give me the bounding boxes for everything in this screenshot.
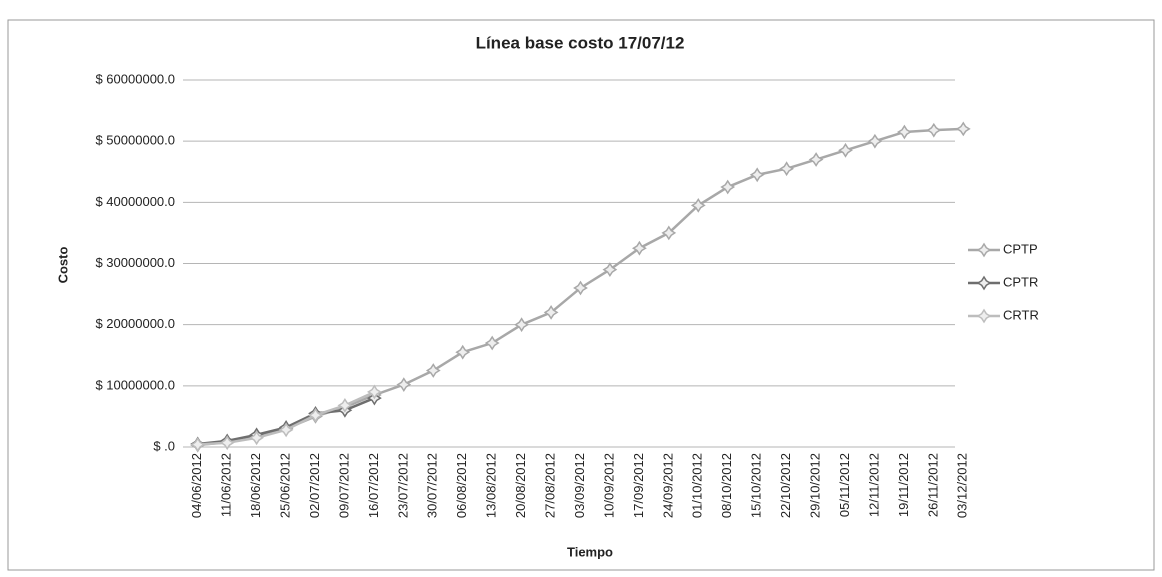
y-tick-label: $ 10000000.0	[95, 377, 175, 392]
x-tick-label: 22/10/2012	[778, 453, 793, 518]
legend-label: CPTR	[1003, 274, 1038, 289]
point-marker	[190, 437, 206, 452]
x-tick-label: 17/09/2012	[631, 453, 646, 518]
chart-title: Línea base costo 17/07/12	[476, 33, 685, 52]
x-tick-label: 19/11/2012	[896, 453, 911, 517]
point-marker	[720, 179, 736, 195]
x-tick-label: 05/11/2012	[837, 453, 852, 517]
legend-marker	[976, 242, 992, 258]
x-tick-label: 09/07/2012	[336, 453, 351, 518]
point-marker	[573, 280, 588, 296]
point-marker	[249, 430, 264, 446]
x-tick-label: 02/07/2012	[307, 453, 322, 518]
x-tick-label: 03/09/2012	[572, 453, 587, 518]
point-marker	[631, 240, 647, 256]
legend-label: CRTR	[1003, 307, 1039, 322]
x-tick-label: 13/08/2012	[484, 453, 499, 518]
y-tick-label: $ 60000000.0	[95, 71, 175, 86]
point-marker	[396, 377, 412, 392]
x-tick-label: 26/11/2012	[925, 453, 940, 517]
point-marker	[337, 398, 353, 413]
x-tick-label: 20/08/2012	[513, 453, 528, 518]
point-marker	[219, 435, 235, 451]
x-tick-label: 03/12/2012	[955, 453, 970, 518]
legend-marker	[976, 275, 992, 291]
point-marker	[749, 167, 765, 183]
x-tick-label: 04/06/2012	[189, 453, 204, 518]
y-tick-label: $ 50000000.0	[95, 133, 175, 148]
x-tick-label: 11/06/2012	[219, 453, 234, 517]
legend-marker	[976, 308, 992, 324]
legend-label: CPTP	[1003, 241, 1038, 256]
x-tick-label: 12/11/2012	[866, 453, 881, 517]
x-tick-label: 01/10/2012	[690, 453, 705, 518]
x-tick-label: 30/07/2012	[425, 453, 440, 518]
point-marker	[896, 124, 912, 140]
point-marker	[308, 407, 323, 423]
point-marker	[455, 344, 471, 360]
x-tick-label: 10/09/2012	[601, 453, 616, 518]
chart-frame	[7, 19, 1155, 571]
y-tick-label: $ .0	[153, 438, 175, 453]
point-marker	[779, 161, 795, 177]
point-marker	[543, 305, 559, 320]
point-marker	[425, 363, 441, 378]
point-marker	[690, 198, 706, 213]
y-tick-label: $ 20000000.0	[95, 316, 175, 331]
x-tick-label: 27/08/2012	[542, 453, 557, 518]
x-tick-label: 25/06/2012	[277, 453, 292, 518]
x-tick-label: 18/06/2012	[248, 453, 263, 518]
point-marker	[367, 384, 382, 400]
point-marker	[867, 133, 883, 149]
x-tick-label: 16/07/2012	[366, 453, 381, 518]
x-tick-label: 24/09/2012	[660, 453, 675, 518]
y-axis-label: Costo	[55, 247, 70, 284]
point-marker	[514, 317, 529, 333]
point-marker	[484, 335, 500, 351]
point-marker	[808, 152, 824, 167]
point-marker	[278, 422, 294, 438]
point-marker	[955, 121, 971, 137]
x-tick-label: 15/10/2012	[749, 453, 764, 518]
x-tick-label: 23/07/2012	[395, 453, 410, 518]
x-tick-label: 29/10/2012	[807, 453, 822, 518]
point-marker	[602, 262, 618, 277]
point-marker	[838, 142, 853, 158]
y-tick-label: $ 40000000.0	[95, 194, 175, 209]
y-tick-label: $ 30000000.0	[95, 255, 175, 270]
point-marker	[661, 225, 677, 241]
point-marker	[926, 122, 942, 138]
x-tick-label: 08/10/2012	[719, 453, 734, 518]
x-axis-label: Tiempo	[567, 544, 613, 559]
x-tick-label: 06/08/2012	[454, 453, 469, 518]
